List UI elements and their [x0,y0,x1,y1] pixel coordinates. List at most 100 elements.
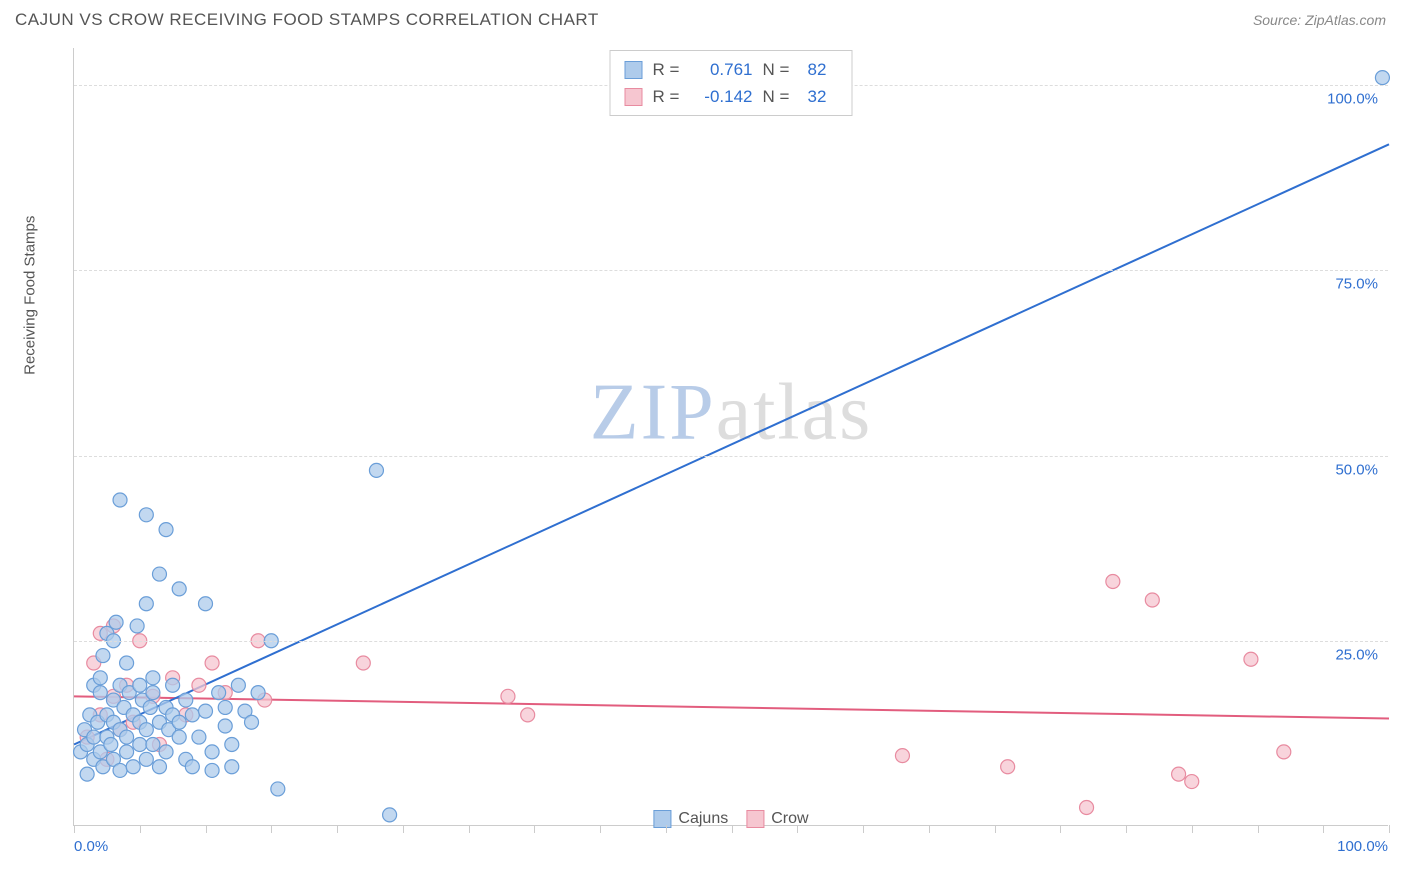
x-tick [863,825,864,833]
x-tick [1323,825,1324,833]
data-point [185,708,199,722]
data-point [383,808,397,822]
y-axis-label: Receiving Food Stamps [22,216,39,375]
data-point [172,715,186,729]
data-point [231,678,245,692]
data-point [192,678,206,692]
data-point [109,615,123,629]
data-point [1185,775,1199,789]
r-label: R = [653,56,683,83]
x-tick [1192,825,1193,833]
x-tick [1126,825,1127,833]
x-tick [600,825,601,833]
x-tick [732,825,733,833]
data-point [93,686,107,700]
data-point [199,704,213,718]
r-label: R = [653,83,683,110]
chart-container: ZIPatlas R = 0.761 N = 82 R = -0.142 N =… [48,48,1388,858]
x-tick [74,825,75,833]
data-point [251,686,265,700]
data-point [356,656,370,670]
x-tick [469,825,470,833]
data-point [218,700,232,714]
x-tick [995,825,996,833]
data-point [152,567,166,581]
n-value-cajuns: 82 [808,56,838,83]
data-point [172,730,186,744]
data-point [152,760,166,774]
data-point [159,745,173,759]
correlation-legend: R = 0.761 N = 82 R = -0.142 N = 32 [610,50,853,116]
trend-line [74,144,1389,744]
y-tick-label: 50.0% [1335,461,1378,478]
data-point [139,508,153,522]
data-point [205,763,219,777]
legend-swatch-crow [746,810,764,828]
x-tick [797,825,798,833]
data-point [1277,745,1291,759]
x-tick [1258,825,1259,833]
data-point [1244,652,1258,666]
data-point [199,597,213,611]
data-point [93,671,107,685]
x-tick [534,825,535,833]
n-label: N = [763,56,798,83]
data-point [96,649,110,663]
data-point [172,582,186,596]
data-point [126,760,140,774]
data-point [120,656,134,670]
legend-swatch-crow [625,88,643,106]
data-point [139,752,153,766]
legend-swatch-cajuns [625,61,643,79]
data-point [87,730,101,744]
data-point [1106,574,1120,588]
data-point [185,760,199,774]
x-tick [403,825,404,833]
legend-item-cajuns: Cajuns [653,810,728,828]
n-label: N = [763,83,798,110]
data-point [225,737,239,751]
data-point [139,723,153,737]
legend-label-cajuns: Cajuns [678,810,728,828]
data-point [139,597,153,611]
data-point [113,493,127,507]
x-tick [337,825,338,833]
x-tick [666,825,667,833]
data-point [192,730,206,744]
data-point [245,715,259,729]
data-point [133,737,147,751]
data-point [205,656,219,670]
data-point [1375,71,1389,85]
data-point [225,760,239,774]
x-tick [1060,825,1061,833]
data-point [120,730,134,744]
data-point [521,708,535,722]
legend-item-crow: Crow [746,810,808,828]
chart-title: CAJUN VS CROW RECEIVING FOOD STAMPS CORR… [15,10,599,30]
x-tick [271,825,272,833]
data-point [146,686,160,700]
data-point [143,700,157,714]
r-value-crow: -0.142 [693,83,753,110]
data-point [146,671,160,685]
plot-svg [74,48,1388,825]
r-value-cajuns: 0.761 [693,56,753,83]
data-point [166,678,180,692]
data-point [218,719,232,733]
data-point [179,693,193,707]
data-point [205,745,219,759]
x-tick [929,825,930,833]
data-point [895,749,909,763]
x-tick [206,825,207,833]
legend-row-crow: R = -0.142 N = 32 [625,83,838,110]
data-point [130,619,144,633]
data-point [1001,760,1015,774]
data-point [133,678,147,692]
data-point [1080,800,1094,814]
legend-label-crow: Crow [771,810,808,828]
y-tick-label: 75.0% [1335,276,1378,293]
x-tick-label-left: 0.0% [74,838,108,855]
y-tick-label: 25.0% [1335,646,1378,663]
data-point [1172,767,1186,781]
data-point [369,463,383,477]
